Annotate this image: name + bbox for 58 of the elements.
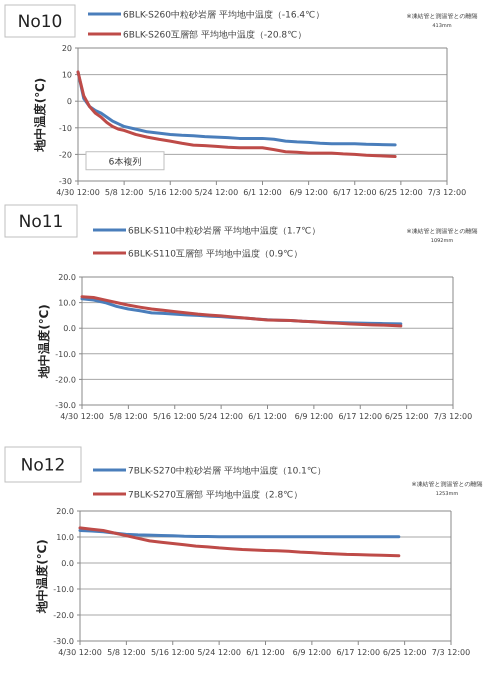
y-tick-label: 10.0 bbox=[58, 298, 76, 308]
y-tick-label: -10.0 bbox=[53, 585, 74, 594]
x-tick-label: 7/3 12:00 bbox=[434, 412, 472, 421]
legend-label: 6BLK-S110中粒砂岩層 平均地中温度（1.7℃） bbox=[128, 226, 320, 236]
y-axis-title: 地中温度(℃) bbox=[33, 78, 47, 152]
x-tick-label: 6/25 12:00 bbox=[379, 188, 423, 197]
legend-label: 6BLK-S110互層部 平均地中温度（0.9℃） bbox=[128, 248, 302, 260]
x-tick-label: 4/30 12:00 bbox=[60, 412, 104, 421]
chart-title: No12 bbox=[20, 456, 66, 476]
chart-title: No10 bbox=[18, 12, 62, 32]
y-tick-label: 10.0 bbox=[56, 533, 74, 542]
y-tick-label: -20.0 bbox=[53, 611, 74, 620]
y-tick-label: 10 bbox=[62, 70, 72, 80]
y-tick-label: 0.0 bbox=[61, 559, 74, 568]
x-tick-label: 6/1 12:00 bbox=[246, 648, 285, 657]
x-tick-label: 6/1 12:00 bbox=[248, 412, 287, 421]
x-tick-label: 7/3 12:00 bbox=[432, 648, 470, 657]
x-tick-label: 5/24 12:00 bbox=[194, 188, 238, 197]
chart-title: No11 bbox=[18, 212, 64, 232]
y-tick-label: -30.0 bbox=[53, 637, 74, 646]
y-tick-label: -10 bbox=[58, 124, 72, 133]
x-tick-label: 7/3 12:00 bbox=[428, 188, 466, 197]
x-tick-label: 6/17 12:00 bbox=[332, 188, 377, 197]
y-tick-label: 0 bbox=[66, 97, 72, 106]
x-tick-label: 6/9 12:00 bbox=[292, 648, 332, 657]
legend-label: 7BLK-S270中粒砂岩層 平均地中温度（10.1℃） bbox=[128, 466, 326, 476]
y-tick-label: -20 bbox=[58, 150, 72, 160]
x-tick-label: 5/16 12:00 bbox=[148, 188, 192, 197]
y-tick-label: -20.0 bbox=[55, 375, 76, 384]
x-tick-label: 6/1 12:00 bbox=[243, 188, 282, 197]
x-tick-label: 5/8 12:00 bbox=[107, 648, 146, 657]
x-tick-label: 4/30 12:00 bbox=[58, 648, 102, 657]
x-tick-label: 5/8 12:00 bbox=[104, 188, 144, 197]
y-tick-label: -30.0 bbox=[55, 401, 76, 410]
x-tick-label: 6/25 12:00 bbox=[384, 412, 428, 421]
y-axis-title: 地中温度(℃) bbox=[37, 304, 51, 379]
y-tick-label: 20 bbox=[62, 44, 72, 53]
legend-label: 7BLK-S270互層部 平均地中温度（2.8℃） bbox=[128, 490, 302, 500]
x-tick-label: 5/24 12:00 bbox=[197, 648, 241, 657]
y-axis-title: 地中温度(℃) bbox=[35, 539, 49, 614]
legend-label: 6BLK-S260中粒砂岩層 平均地中温度（-16.4℃） bbox=[123, 10, 324, 20]
x-tick-label: 5/16 12:00 bbox=[150, 648, 195, 657]
annotation: 6本複列 bbox=[108, 156, 142, 168]
x-tick-label: 4/30 12:00 bbox=[56, 188, 100, 197]
x-tick-label: 5/16 12:00 bbox=[152, 412, 197, 421]
y-tick-label: -30 bbox=[58, 177, 72, 186]
y-tick-label: 20.0 bbox=[56, 507, 74, 516]
x-tick-label: 6/17 12:00 bbox=[336, 648, 380, 657]
x-tick-label: 5/24 12:00 bbox=[199, 412, 243, 421]
legend-label: 6BLK-S260互層部 平均地中温度（-20.8℃） bbox=[123, 30, 306, 40]
x-tick-label: 6/9 12:00 bbox=[289, 188, 328, 197]
x-tick-label: 5/8 12:00 bbox=[109, 412, 148, 421]
y-tick-label: 20.0 bbox=[58, 273, 76, 282]
y-tick-label: 0.0 bbox=[63, 324, 76, 334]
x-tick-label: 6/9 12:00 bbox=[294, 412, 334, 421]
x-tick-label: 6/25 12:00 bbox=[382, 648, 426, 657]
y-tick-label: -10.0 bbox=[55, 350, 76, 359]
x-tick-label: 6/17 12:00 bbox=[338, 412, 382, 421]
